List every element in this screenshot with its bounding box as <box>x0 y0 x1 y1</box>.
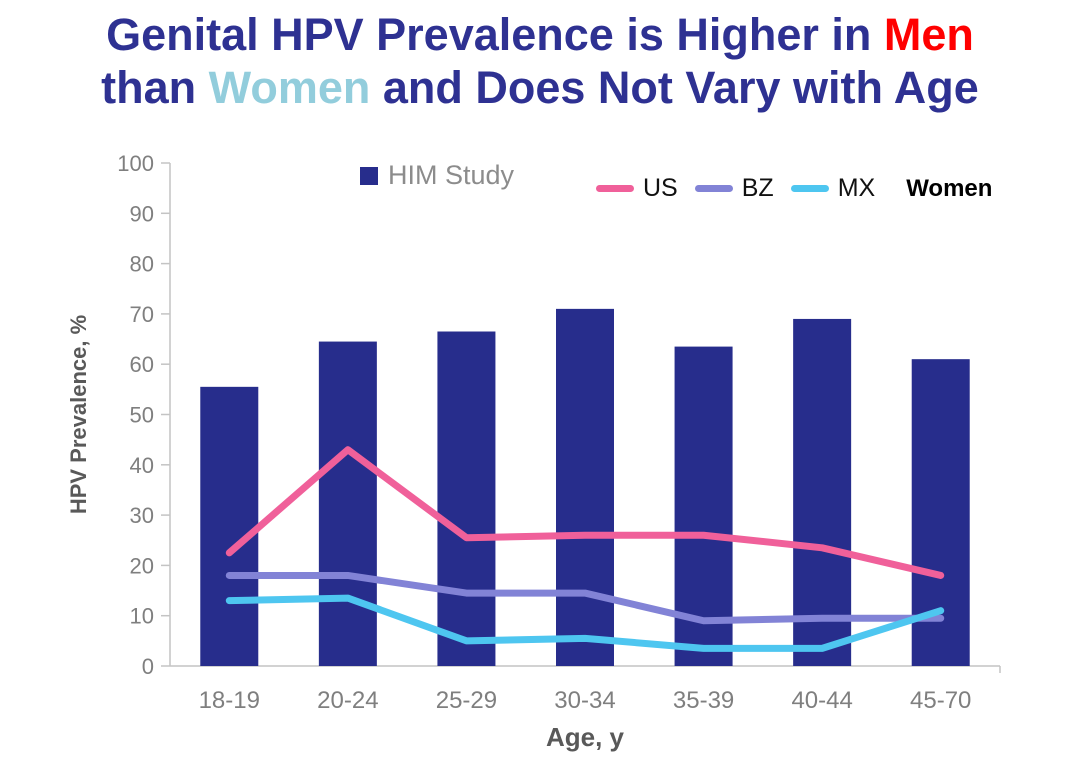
bar-20-24 <box>318 341 377 666</box>
x-tick-label-18-19: 18-19 <box>199 687 260 714</box>
title-text-men: Men <box>883 9 974 60</box>
y-axis-title: HPV Prevalence, % <box>66 315 91 514</box>
title-text-2: than <box>101 62 209 114</box>
y-tick-label-100: 100 <box>117 151 154 176</box>
x-tick-label-30-34: 30-34 <box>554 687 615 714</box>
bz-line-swatch <box>694 185 733 192</box>
y-tick-label-60: 60 <box>130 352 154 377</box>
title-text-3: and Does Not Vary with Age <box>370 62 979 114</box>
y-tick-label-10: 10 <box>130 604 154 629</box>
y-tick-label-80: 80 <box>130 252 154 277</box>
x-axis-title: Age, y <box>546 722 625 752</box>
hpv-prevalence-chart: 0 10 20 30 40 50 60 70 80 90 100 18-19 20-24 25-29 30-… <box>66 151 1001 752</box>
him-study-swatch <box>360 166 378 185</box>
y-tick-label-50: 50 <box>130 403 154 428</box>
y-tick-label-40: 40 <box>130 453 154 478</box>
legend-him-study: HIM Study <box>360 160 514 191</box>
title-text-women: Women <box>208 62 371 114</box>
slide-title: Genital HPV Prevalence is Higher in Men … <box>0 0 1080 114</box>
legend-lines: US BZ MX Women <box>596 174 992 203</box>
bz-label: BZ <box>741 174 774 202</box>
y-tick-label-90: 90 <box>130 201 154 226</box>
us-line-swatch <box>596 185 634 192</box>
women-group-label: Women <box>906 174 993 202</box>
title-line-1: Genital HPV Prevalence is Higher in Men <box>0 8 1080 61</box>
x-tick-label-25-29: 25-29 <box>436 687 497 714</box>
line-US <box>225 446 945 579</box>
us-label: US <box>643 174 678 202</box>
line-MX <box>225 594 945 652</box>
y-tick-label-20: 20 <box>130 553 154 578</box>
title-line-2: than Women and Does Not Vary with Age <box>0 61 1080 114</box>
chart-area: 0 10 20 30 40 50 60 70 80 90 100 18-19 20-24 25-29 30-… <box>0 118 1080 765</box>
x-tick-label-35-39: 35-39 <box>673 687 734 714</box>
bar-18-19 <box>200 386 259 666</box>
line-BZ <box>225 571 945 625</box>
bar-25-29 <box>437 331 496 666</box>
mx-label: MX <box>837 174 876 202</box>
mx-line-swatch <box>790 185 829 192</box>
y-tick-label-0: 0 <box>142 654 154 679</box>
title-text-1: Genital HPV Prevalence is Higher in <box>106 9 884 60</box>
x-tick-label-20-24: 20-24 <box>317 687 378 714</box>
x-tick-label-45-70: 45-70 <box>910 687 971 714</box>
him-study-label: HIM Study <box>388 160 515 190</box>
y-tick-label-70: 70 <box>130 302 154 327</box>
bar-30-34 <box>556 308 614 666</box>
x-tick-label-40-44: 40-44 <box>791 687 852 714</box>
y-tick-label-30: 30 <box>130 503 154 528</box>
bar-40-44 <box>793 318 852 666</box>
